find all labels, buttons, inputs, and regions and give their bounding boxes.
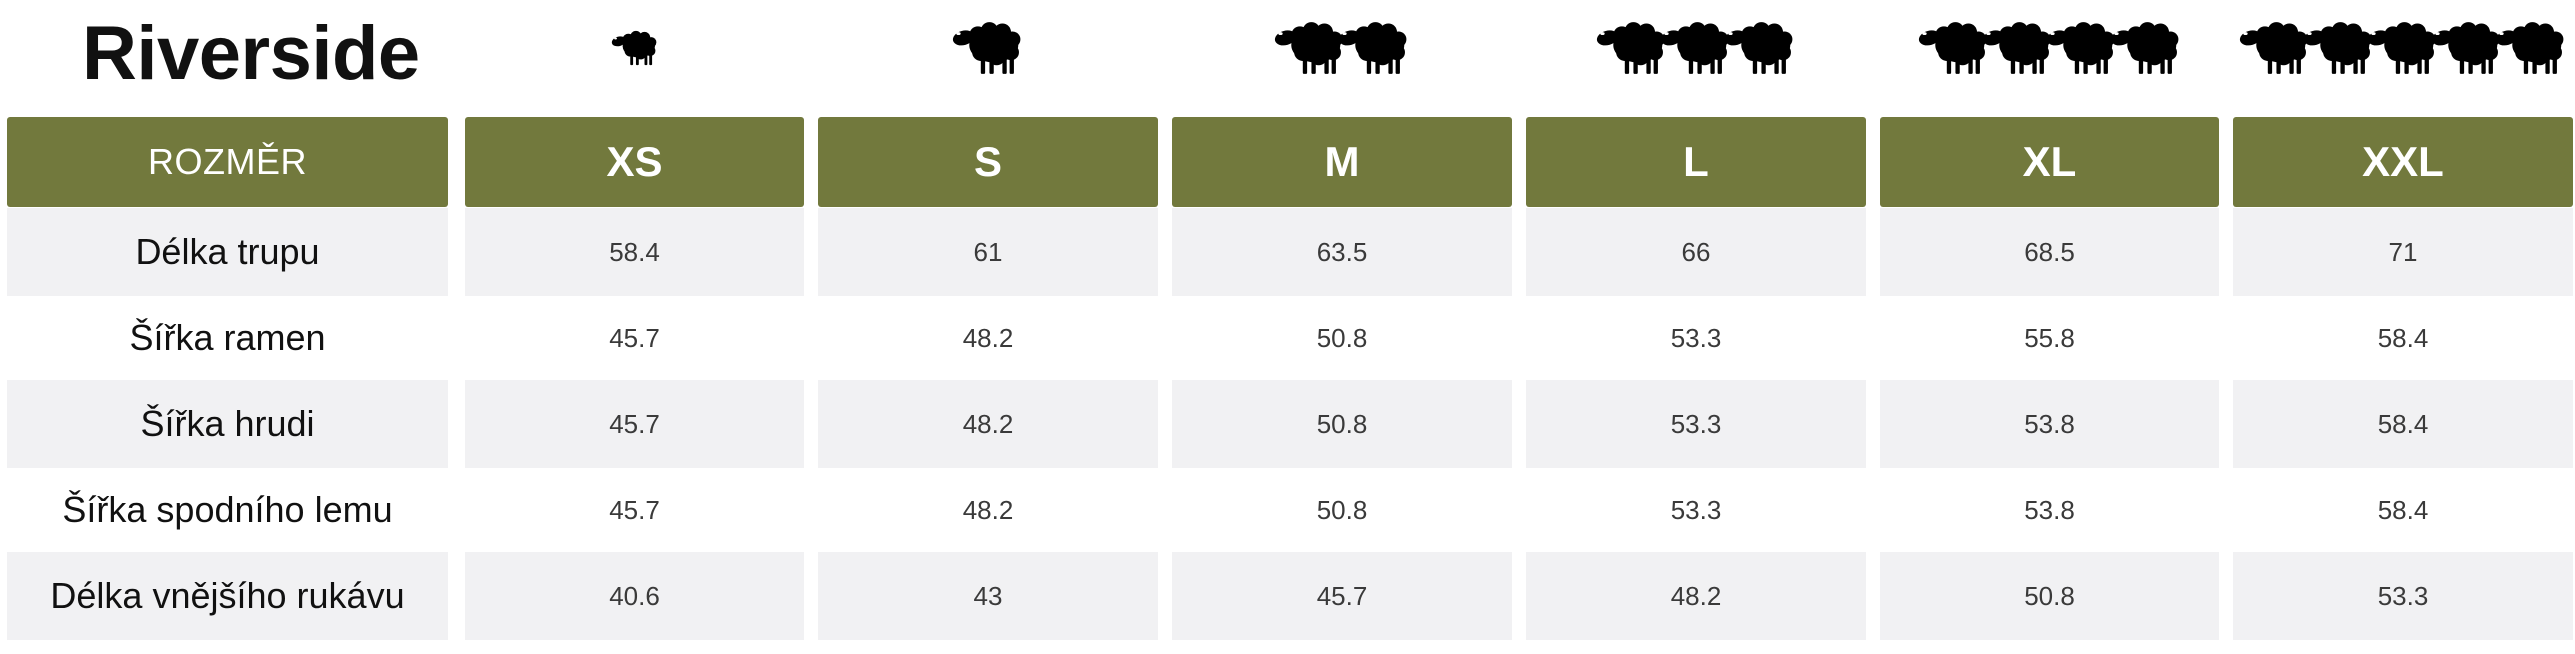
measurement-cell: 66 — [1526, 208, 1866, 296]
sheep-icon — [611, 30, 656, 66]
measurement-cell: 45.7 — [609, 494, 660, 525]
sheep-icon-group-xs — [465, 12, 804, 84]
sheep-icon — [1596, 22, 1665, 74]
measurement-cell: 53.8 — [2024, 494, 2075, 525]
sheep-icon — [1660, 22, 1729, 74]
measurement-cell: 71 — [2233, 208, 2573, 296]
sheep-icon-group-m — [1172, 12, 1512, 84]
sheep-icon-group-xl — [1880, 12, 2219, 84]
sheep-icon — [2239, 22, 2308, 74]
size-header-s: S — [818, 117, 1158, 207]
sheep-icon-group-xxl — [2233, 12, 2573, 84]
sheep-icon — [1918, 22, 1986, 74]
sheep-icon — [1724, 22, 1793, 74]
brand-title: Riverside — [82, 11, 420, 96]
measurement-cell: 53.3 — [1670, 494, 1722, 525]
measurement-cell: 50.8 — [1316, 494, 1368, 525]
sheep-icon — [2431, 22, 2500, 74]
measurement-cell: 58.4 — [2377, 322, 2429, 353]
sheep-icon — [2110, 22, 2178, 74]
sheep-icon — [2367, 22, 2436, 74]
sheep-icon — [1338, 22, 1407, 74]
measurement-cell: 48.2 — [818, 380, 1158, 468]
measurement-cell: 53.8 — [1880, 380, 2219, 468]
size-header-xxl: XXL — [2233, 117, 2573, 207]
sheep-icon — [1982, 22, 2050, 74]
measurement-cell: 53.3 — [1670, 322, 1722, 353]
measurement-cell: 45.7 — [609, 322, 660, 353]
row-label: Šířka hrudi — [7, 380, 448, 468]
measurement-cell: 55.8 — [2024, 322, 2075, 353]
measurement-cell: 61 — [818, 208, 1158, 296]
size-header-l: L — [1526, 117, 1866, 207]
size-header-m: M — [1172, 117, 1512, 207]
measurement-cell: 50.8 — [1172, 380, 1512, 468]
row-label: Šířka spodního lemu — [62, 489, 393, 530]
sheep-icon — [2046, 22, 2114, 74]
measurement-cell: 50.8 — [1316, 322, 1368, 353]
row-label: Délka vnějšího rukávu — [7, 552, 448, 640]
measurement-cell: 45.7 — [465, 380, 804, 468]
sheep-icon — [1274, 22, 1343, 74]
measurement-cell: 40.6 — [465, 552, 804, 640]
sheep-icon-group-l — [1526, 12, 1866, 84]
measurement-cell: 53.3 — [2233, 552, 2573, 640]
measurement-cell: 48.2 — [1526, 552, 1866, 640]
header-label-cell: ROZMĚR — [7, 117, 448, 207]
sheep-icon-group-s — [818, 12, 1158, 84]
sheep-icon — [2303, 22, 2372, 74]
measurement-cell: 53.3 — [1526, 380, 1866, 468]
measurement-cell: 68.5 — [1880, 208, 2219, 296]
sheep-icon — [2495, 22, 2564, 74]
measurement-cell: 50.8 — [1880, 552, 2219, 640]
size-header-xs: XS — [465, 117, 804, 207]
measurement-cell: 58.4 — [2233, 380, 2573, 468]
measurement-cell: 48.2 — [962, 322, 1014, 353]
measurement-cell: 45.7 — [1172, 552, 1512, 640]
measurement-cell: 63.5 — [1172, 208, 1512, 296]
size-header-xl: XL — [1880, 117, 2219, 207]
measurement-cell: 48.2 — [962, 494, 1014, 525]
sheep-icon — [952, 22, 1021, 74]
measurement-cell: 58.4 — [2377, 494, 2429, 525]
row-label: Šířka ramen — [129, 317, 326, 358]
measurement-cell: 43 — [818, 552, 1158, 640]
measurement-cell: 58.4 — [465, 208, 804, 296]
row-label: Délka trupu — [7, 208, 448, 296]
